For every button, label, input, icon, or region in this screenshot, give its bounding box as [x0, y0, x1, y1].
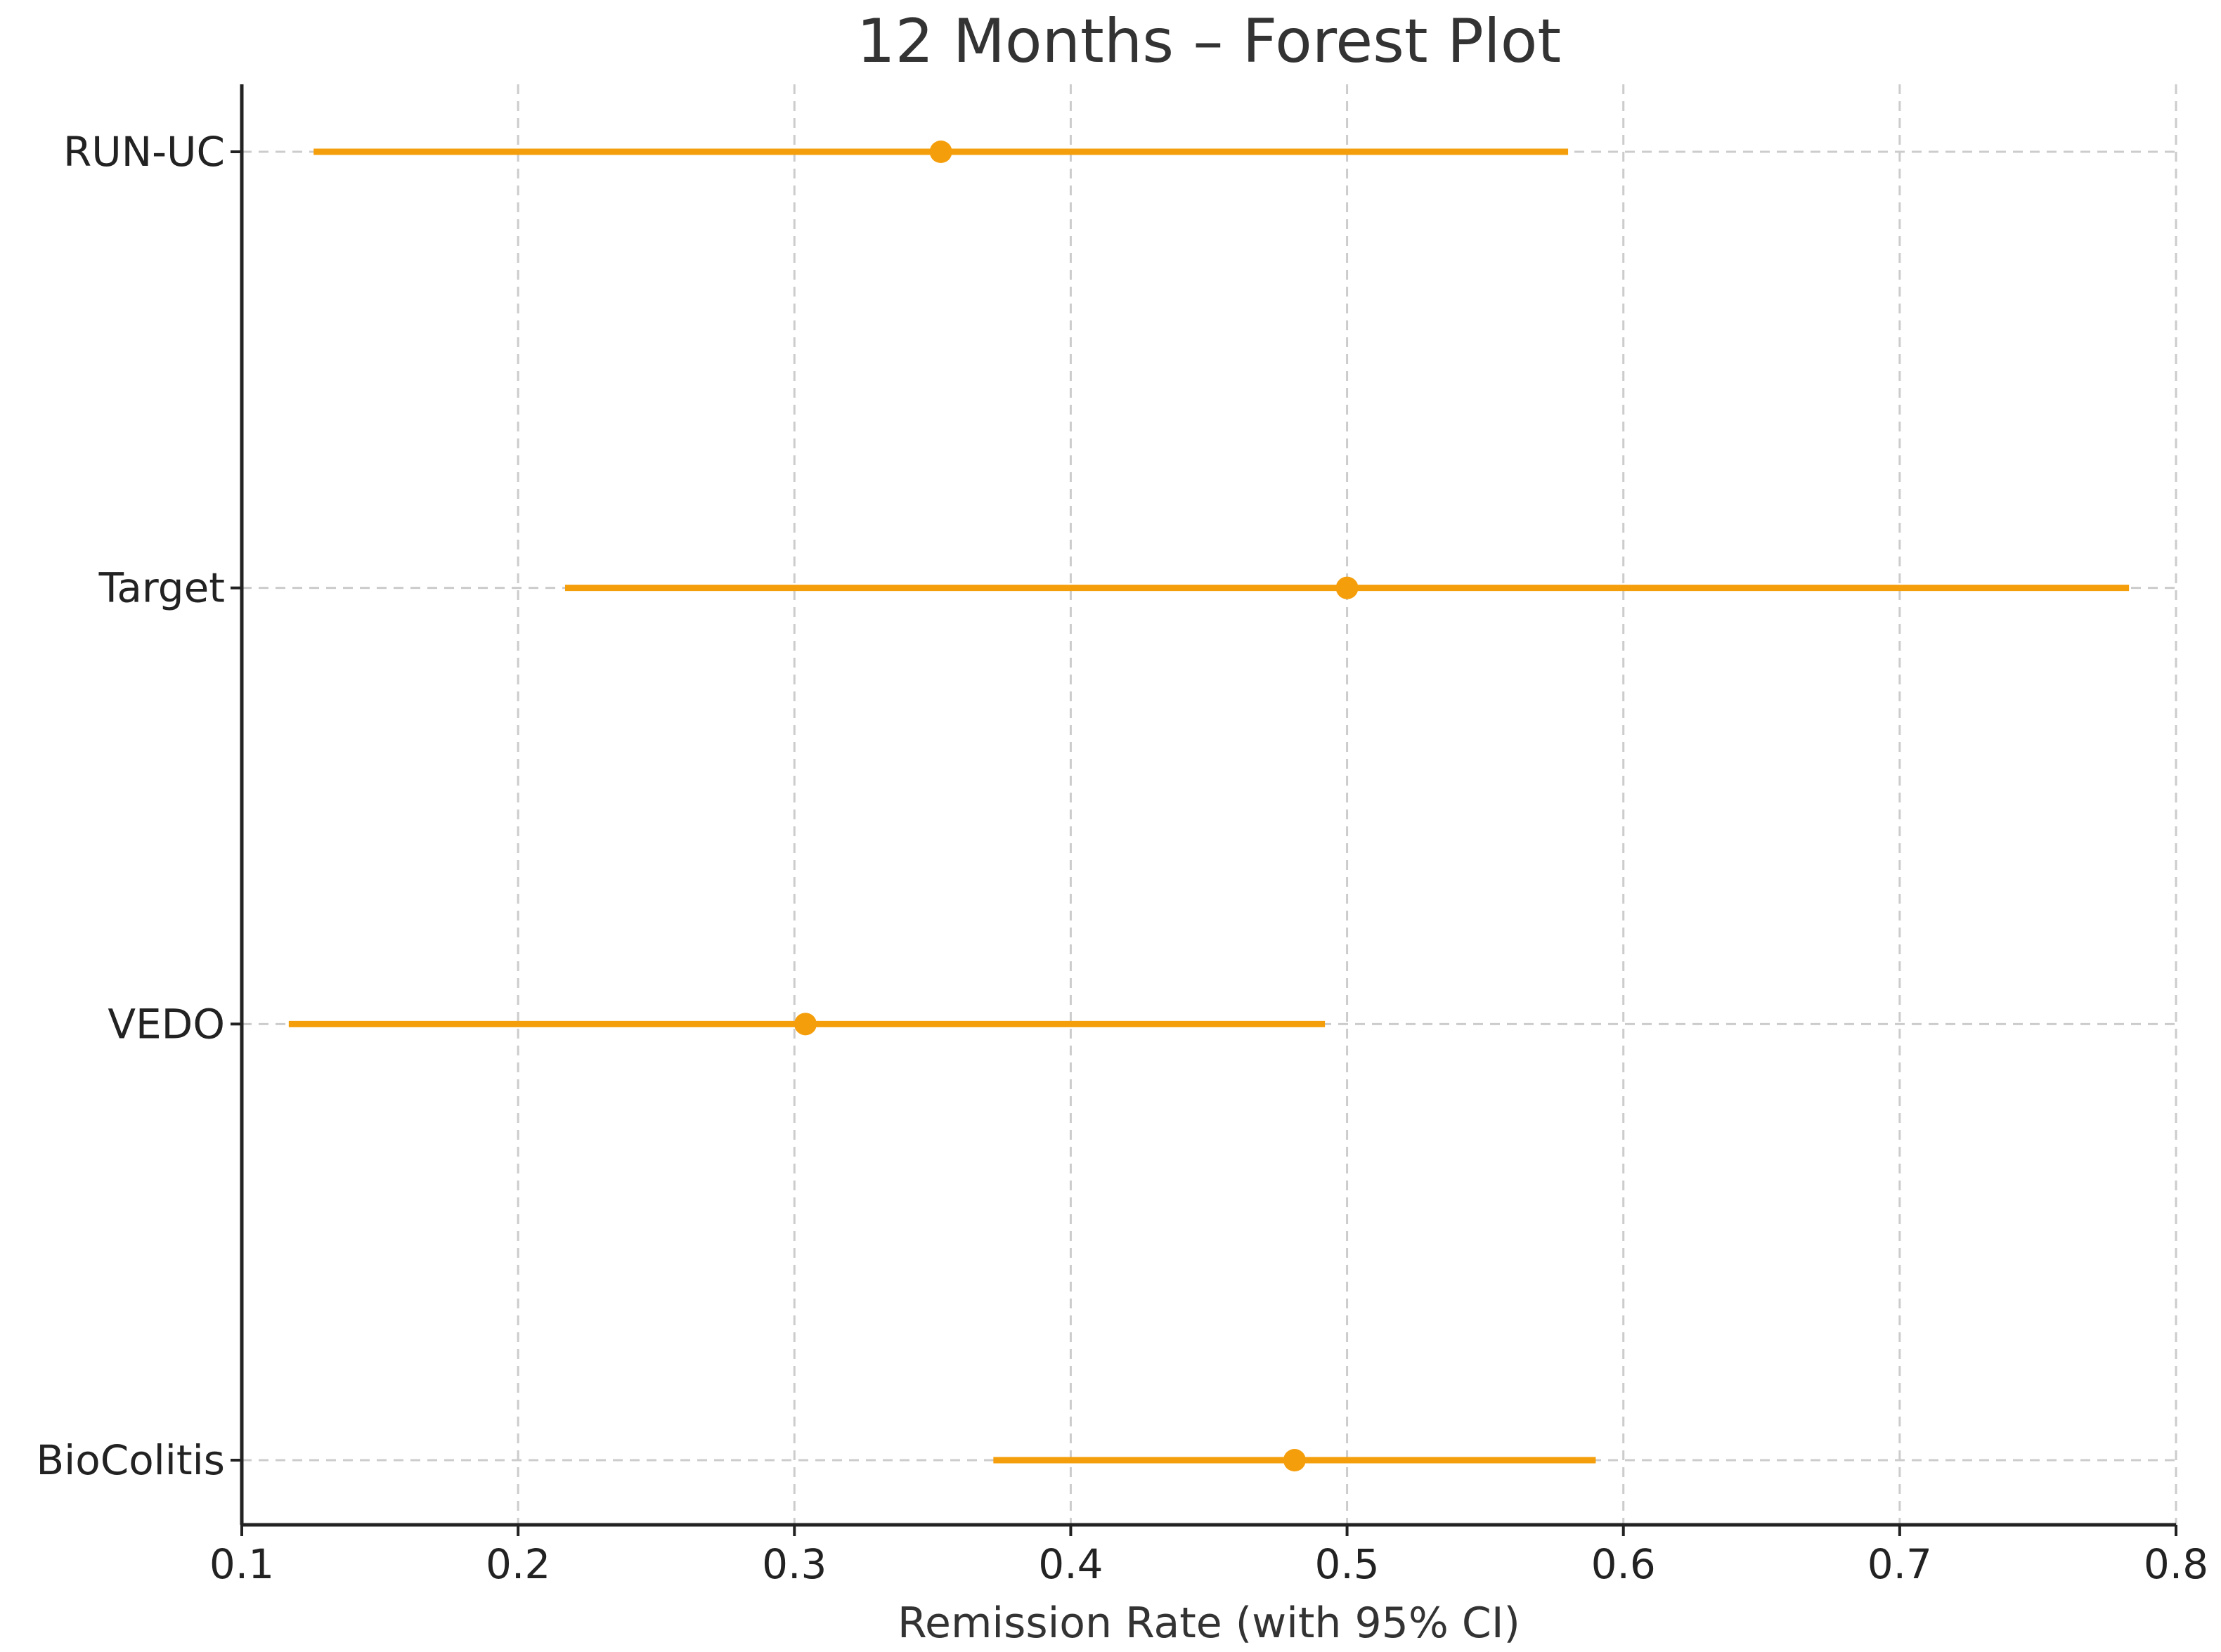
x-tick-label: 0.3 [762, 1540, 827, 1588]
x-tick-label: 0.7 [1867, 1540, 1932, 1588]
x-tick-label: 0.2 [486, 1540, 550, 1588]
y-tick-label: Target [98, 564, 225, 612]
axes-layer [240, 84, 2176, 1527]
x-tick-label: 0.6 [1591, 1540, 1656, 1588]
grid-layer [242, 84, 2177, 1525]
x-tick-label: 0.5 [1314, 1540, 1379, 1588]
y-tick-label: VEDO [108, 1000, 225, 1048]
point-estimate [794, 1013, 817, 1036]
x-tick-label: 0.8 [2144, 1540, 2208, 1588]
series-layer [288, 141, 2130, 1471]
point-estimate [929, 141, 952, 163]
x-axis-title: Remission Rate (with 95% CI) [898, 1599, 1520, 1648]
point-estimate [1283, 1449, 1306, 1471]
chart-title: 12 Months – Forest Plot [857, 6, 1561, 77]
point-estimate [1335, 576, 1359, 599]
x-tick-label: 0.4 [1038, 1540, 1103, 1588]
ticks-layer: 0.1 0.2 0.3 0.4 0.5 0.6 0.7 0.8 RUN-UC Target VEDO… [36, 128, 2208, 1588]
y-tick-label: BioColitis [36, 1436, 225, 1484]
y-tick-label: RUN-UC [63, 128, 225, 176]
x-tick-label: 0.1 [209, 1540, 274, 1588]
